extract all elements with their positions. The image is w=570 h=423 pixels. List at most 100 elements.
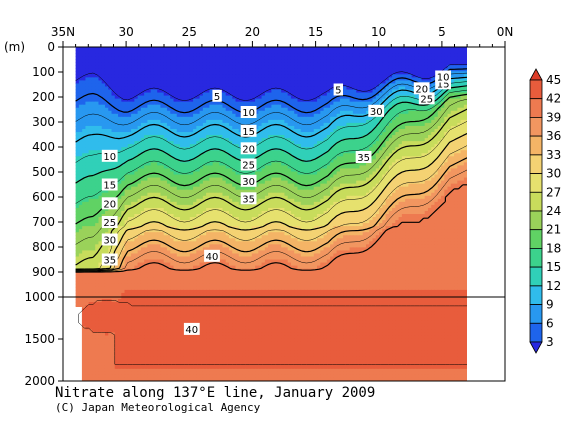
field-cell: [450, 110, 455, 115]
field-cell: [209, 80, 214, 85]
field-cell: [326, 135, 331, 139]
field-cell: [78, 80, 83, 85]
field-cell: [336, 95, 341, 100]
field-cell: [238, 147, 243, 151]
field-cell: [193, 128, 197, 133]
field-cell: [385, 132, 390, 136]
field-cell: [457, 77, 462, 81]
field-cell: [418, 144, 423, 148]
field-cell: [140, 68, 145, 72]
field-cell: [144, 132, 148, 136]
field-cell: [362, 86, 367, 91]
field-cell: [444, 107, 449, 112]
field-cell: [75, 107, 80, 112]
field-cell: [153, 47, 158, 51]
field-cell: [232, 147, 237, 151]
field-cell: [180, 62, 184, 66]
field-cell: [346, 150, 351, 154]
field-cell: [408, 80, 413, 85]
field-cell: [330, 47, 334, 51]
field-cell: [147, 144, 152, 148]
field-cell: [176, 89, 181, 94]
field-cell: [290, 86, 295, 91]
field-cell: [323, 101, 328, 106]
field-cell: [385, 144, 390, 148]
field-cell: [281, 80, 286, 85]
field-cell: [313, 113, 318, 118]
field-cell: [401, 101, 406, 106]
field-cell: [104, 65, 109, 69]
field-cell: [408, 86, 413, 91]
field-cell: [434, 113, 439, 118]
field-cell: [356, 144, 361, 148]
field-cell: [362, 125, 367, 130]
field-cell: [170, 138, 175, 142]
field-cell: [228, 89, 233, 94]
field-cell: [333, 77, 338, 81]
field-cell: [258, 107, 263, 112]
field-cell: [98, 141, 103, 145]
field-cell: [277, 107, 282, 112]
field-cell: [82, 53, 87, 57]
field-cell: [336, 113, 341, 118]
field-cell: [186, 153, 191, 157]
field-cell: [405, 113, 409, 118]
field-cell: [405, 56, 409, 60]
field-cell: [421, 62, 426, 66]
field-cell: [300, 150, 305, 154]
field-cell: [104, 144, 109, 148]
field-cell: [98, 92, 103, 97]
field-cell: [91, 56, 96, 60]
field-cell: [379, 101, 383, 106]
field-cell: [157, 110, 162, 115]
field-cell: [300, 101, 305, 106]
field-cell: [255, 59, 259, 63]
field-cell: [352, 80, 357, 85]
field-cell: [405, 138, 409, 142]
field-cell: [206, 113, 210, 118]
field-cell: [418, 125, 423, 130]
field-cell: [147, 83, 152, 88]
field-cell: [382, 83, 387, 88]
field-cell: [434, 138, 439, 142]
field-cell: [336, 74, 341, 78]
field-cell: [320, 110, 325, 115]
field-cell: [163, 101, 168, 106]
field-cell: [414, 74, 419, 78]
field-cell: [222, 86, 227, 91]
field-cell: [137, 74, 142, 78]
field-cell: [382, 74, 387, 78]
field-cell: [375, 53, 380, 57]
field-cell: [349, 122, 354, 127]
field-cell: [317, 150, 321, 154]
field-cell: [427, 89, 432, 94]
field-cell: [101, 110, 106, 115]
field-cell: [388, 68, 393, 72]
field-cell: [421, 74, 426, 78]
field-cell: [118, 153, 122, 157]
field-cell: [248, 153, 253, 157]
field-cell: [408, 62, 413, 66]
field-cell: [85, 144, 90, 148]
field-cell: [450, 150, 455, 154]
field-cell: [346, 68, 351, 72]
field-cell: [339, 110, 344, 115]
field-cell: [326, 53, 331, 57]
field-cell: [362, 47, 367, 51]
field-cell: [271, 89, 276, 94]
field-cell: [166, 80, 171, 85]
field-cell: [375, 74, 380, 78]
field-cell: [209, 71, 214, 75]
field-cell: [134, 119, 139, 124]
field-cell: [82, 47, 87, 51]
field-cell: [300, 95, 305, 100]
field-cell: [450, 56, 455, 60]
field-cell: [104, 147, 109, 151]
field-cell: [248, 56, 253, 60]
field-cell: [330, 125, 334, 130]
field-cell: [362, 144, 367, 148]
field-cell: [447, 150, 452, 154]
field-cell: [320, 53, 325, 57]
field-cell: [91, 68, 96, 72]
field-cell: [277, 113, 282, 118]
